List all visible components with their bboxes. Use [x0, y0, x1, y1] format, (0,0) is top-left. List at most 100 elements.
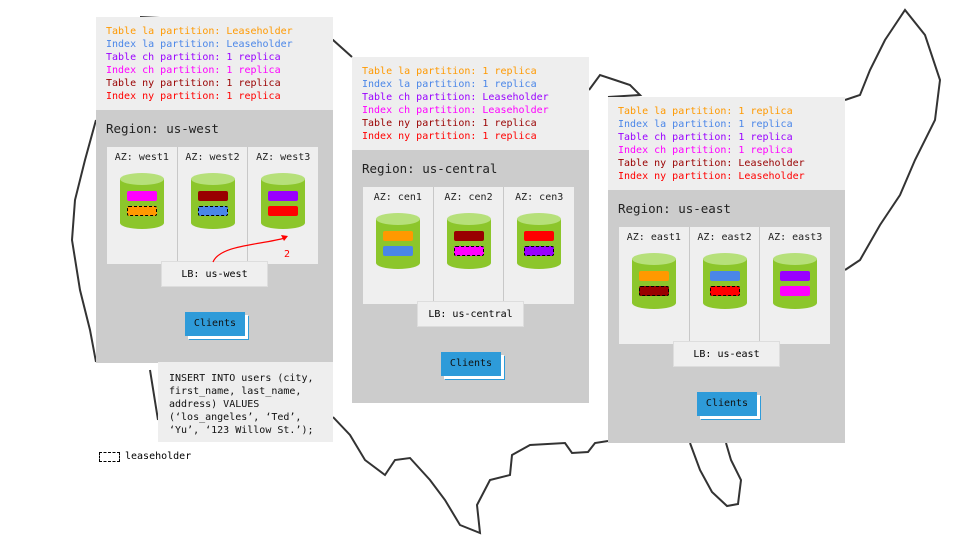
legend-line: Table la partition: 1 replica — [362, 66, 537, 77]
az-label: AZ: east3 — [768, 232, 823, 243]
legend-line: Index ny partition: Leaseholder — [618, 171, 805, 182]
partition-legend: Table la partition: Leaseholder Index la … — [96, 17, 333, 110]
database-node-icon — [631, 253, 676, 315]
region-box: Region: us-central AZ: cen1 AZ: cen2 AZ: ce… — [352, 150, 589, 403]
cylinder-top — [631, 253, 676, 265]
replica — [638, 271, 669, 281]
database-node-icon — [375, 213, 420, 275]
legend-line: Index ch partition: Leaseholder — [362, 105, 549, 116]
az-label: AZ: cen1 — [373, 192, 422, 203]
availability-zone: AZ: west1 — [107, 147, 178, 264]
database-node-icon — [190, 173, 235, 235]
legend-line: Table ny partition: 1 replica — [106, 78, 281, 89]
region-panel-west: Table la partition: Leaseholder Index la … — [96, 17, 333, 363]
replica — [780, 271, 811, 281]
region-box: Region: us-west AZ: west1 AZ: west2 AZ: wes… — [96, 110, 333, 363]
load-balancer: LB: us-central — [417, 301, 524, 327]
load-balancer: LB: us-west — [161, 261, 268, 287]
availability-zone: AZ: east1 — [619, 227, 690, 344]
database-node-icon — [517, 213, 562, 275]
legend-line: Table ch partition: 1 replica — [106, 52, 281, 63]
clients-button[interactable]: Clients — [185, 312, 245, 336]
legend-line: Table ch partition: 1 replica — [618, 132, 793, 143]
region-title: Region: us-central — [362, 161, 498, 176]
cylinder-top — [517, 213, 562, 225]
replica — [709, 271, 740, 281]
cylinder-body — [375, 219, 420, 269]
availability-zone: AZ: cen1 — [363, 187, 434, 304]
cylinder-top — [190, 173, 235, 185]
cylinder-top — [375, 213, 420, 225]
availability-zone: AZ: west3 — [248, 147, 318, 264]
az-label: AZ: west2 — [185, 152, 240, 163]
cylinder-top — [261, 173, 306, 185]
load-balancer: LB: us-east — [673, 341, 780, 367]
availability-zone: AZ: cen2 — [434, 187, 505, 304]
legend-line: Index ch partition: 1 replica — [106, 65, 281, 76]
replica — [382, 231, 413, 241]
region-title: Region: us-east — [618, 201, 731, 216]
cylinder-body — [702, 259, 747, 309]
availability-zone: AZ: cen3 — [504, 187, 574, 304]
replica — [126, 191, 157, 201]
availability-zones: AZ: west1 AZ: west2 AZ: west3 — [107, 147, 318, 264]
legend-line: Table ny partition: Leaseholder — [618, 158, 805, 169]
legend-line: Index ch partition: 1 replica — [618, 145, 793, 156]
leaseholder-replica — [126, 206, 157, 216]
legend-line: Index la partition: 1 replica — [362, 79, 537, 90]
az-label: AZ: cen2 — [444, 192, 493, 203]
leaseholder-replica — [453, 246, 484, 256]
replica — [268, 206, 299, 216]
cylinder-body — [631, 259, 676, 309]
legend-line: Table ch partition: Leaseholder — [362, 92, 549, 103]
az-label: AZ: east1 — [626, 232, 681, 243]
cylinder-top — [119, 173, 164, 185]
dashed-box-icon — [99, 451, 120, 462]
cylinder-body — [190, 179, 235, 229]
legend-line: Table ny partition: 1 replica — [362, 118, 537, 129]
replica — [268, 191, 299, 201]
availability-zone: AZ: east3 — [760, 227, 830, 344]
legend-line: Table la partition: Leaseholder — [106, 26, 293, 37]
partition-legend: Table la partition: 1 replica Index la pa… — [608, 97, 845, 190]
leaseholder-replica — [709, 286, 740, 296]
cylinder-body — [261, 179, 306, 229]
legend-line: Index ny partition: 1 replica — [362, 131, 537, 142]
cylinder-top — [702, 253, 747, 265]
cylinder-body — [773, 259, 818, 309]
database-node-icon — [446, 213, 491, 275]
legend-line: Table la partition: 1 replica — [618, 106, 793, 117]
legend-line: Index ny partition: 1 replica — [106, 91, 281, 102]
replica — [197, 191, 228, 201]
region-panel-central: Table la partition: 1 replica Index la pa… — [352, 57, 589, 403]
replica — [780, 286, 811, 296]
clients-button[interactable]: Clients — [441, 352, 501, 376]
leaseholder-key-label: leaseholder — [125, 451, 192, 462]
leaseholder-replica — [524, 246, 555, 256]
arrow-label: 2 — [284, 249, 290, 260]
database-node-icon — [119, 173, 164, 235]
leaseholder-replica — [197, 206, 228, 216]
leaseholder-key: leaseholder — [99, 451, 191, 462]
region-title: Region: us-west — [106, 121, 219, 136]
cylinder-body — [517, 219, 562, 269]
replica — [524, 231, 555, 241]
cylinder-body — [119, 179, 164, 229]
region-panel-east: Table la partition: 1 replica Index la pa… — [608, 97, 845, 443]
availability-zone: AZ: west2 — [178, 147, 249, 264]
replica — [453, 231, 484, 241]
partition-legend: Table la partition: 1 replica Index la pa… — [352, 57, 589, 150]
availability-zone: AZ: east2 — [690, 227, 761, 344]
availability-zones: AZ: east1 AZ: east2 AZ: east3 — [619, 227, 830, 344]
clients-button[interactable]: Clients — [697, 392, 757, 416]
leaseholder-replica — [638, 286, 669, 296]
cylinder-top — [446, 213, 491, 225]
database-node-icon — [261, 173, 306, 235]
legend-line: Index la partition: 1 replica — [618, 119, 793, 130]
database-node-icon — [702, 253, 747, 315]
cylinder-top — [773, 253, 818, 265]
region-box: Region: us-east AZ: east1 AZ: east2 AZ: eas… — [608, 190, 845, 443]
cylinder-body — [446, 219, 491, 269]
database-node-icon — [773, 253, 818, 315]
